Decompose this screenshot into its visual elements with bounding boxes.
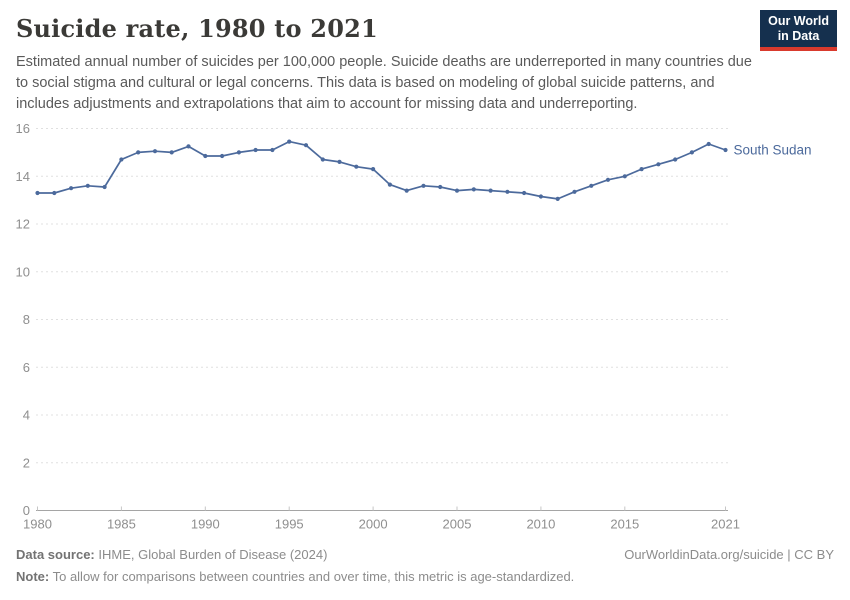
footer-source-text: IHME, Global Burden of Disease (2024) bbox=[94, 547, 328, 562]
x-tick-label: 1980 bbox=[23, 517, 52, 532]
data-point[interactable] bbox=[35, 190, 40, 196]
data-point[interactable] bbox=[354, 164, 359, 169]
x-tick-label: 2021 bbox=[711, 517, 740, 532]
data-point[interactable] bbox=[471, 187, 476, 192]
footer-credit: OurWorldinData.org/suicide | CC BY bbox=[624, 547, 834, 562]
data-point[interactable] bbox=[706, 141, 711, 147]
footer-note-row: Note: To allow for comparisons between c… bbox=[16, 568, 834, 586]
data-point[interactable] bbox=[522, 190, 527, 196]
data-point[interactable] bbox=[236, 150, 241, 155]
data-point[interactable] bbox=[371, 167, 376, 172]
data-point[interactable] bbox=[303, 143, 309, 148]
x-tick-label: 2005 bbox=[443, 517, 472, 532]
data-point[interactable] bbox=[69, 186, 74, 191]
x-tick-label: 2000 bbox=[359, 517, 388, 532]
x-tick-label: 1985 bbox=[107, 517, 136, 532]
data-point[interactable] bbox=[119, 157, 124, 162]
data-point[interactable] bbox=[85, 183, 90, 188]
x-tick-label: 1995 bbox=[275, 517, 304, 532]
owid-logo-line1: Our World bbox=[768, 14, 829, 28]
data-point[interactable] bbox=[505, 189, 510, 194]
data-point[interactable] bbox=[421, 183, 426, 188]
y-tick-label: 2 bbox=[23, 455, 30, 470]
x-tick-label: 1990 bbox=[191, 517, 220, 532]
y-tick-label: 4 bbox=[23, 408, 30, 423]
data-point[interactable] bbox=[270, 147, 275, 153]
data-point[interactable] bbox=[689, 150, 695, 155]
data-point[interactable] bbox=[488, 188, 493, 193]
y-tick-label: 14 bbox=[16, 169, 30, 184]
y-tick-label: 0 bbox=[23, 503, 30, 518]
footer-source-row: OurWorldinData.org/suicide | CC BY Data … bbox=[16, 546, 834, 564]
x-tick-label: 2015 bbox=[610, 517, 639, 532]
data-point[interactable] bbox=[639, 167, 644, 172]
data-point[interactable] bbox=[605, 177, 611, 182]
page-title: Suicide rate, 1980 to 2021 bbox=[16, 14, 378, 43]
data-point[interactable] bbox=[454, 188, 460, 193]
data-point[interactable] bbox=[152, 149, 158, 154]
data-point[interactable] bbox=[253, 147, 258, 153]
y-tick-label: 10 bbox=[16, 264, 30, 279]
footer-source-label: Data source: bbox=[16, 547, 95, 562]
y-tick-label: 6 bbox=[23, 360, 30, 375]
data-point[interactable] bbox=[438, 184, 443, 190]
chart-subtitle: Estimated annual number of suicides per … bbox=[16, 54, 752, 112]
data-point[interactable] bbox=[589, 183, 594, 188]
owid-logo-line2: in Data bbox=[777, 29, 820, 43]
data-point[interactable] bbox=[203, 153, 208, 159]
data-point[interactable] bbox=[337, 159, 342, 164]
data-point[interactable] bbox=[555, 196, 560, 201]
data-point[interactable] bbox=[404, 188, 409, 193]
line-chart-plot-area[interactable]: 0 2 4 6 8 10 12 14 16 1980 1985 1990 1995 2000 2005 201… bbox=[0, 110, 850, 540]
y-tick-label: 16 bbox=[16, 121, 30, 136]
data-point[interactable] bbox=[136, 150, 141, 155]
footer-note-text: To allow for comparisons between countri… bbox=[49, 569, 575, 584]
data-point[interactable] bbox=[622, 174, 627, 179]
data-point[interactable] bbox=[320, 157, 325, 162]
data-point[interactable] bbox=[723, 147, 728, 153]
data-point[interactable] bbox=[52, 190, 57, 196]
owid-logo: Our World in Data bbox=[760, 10, 837, 51]
trend-line bbox=[37, 140, 726, 200]
data-point[interactable] bbox=[572, 189, 577, 194]
data-point[interactable] bbox=[220, 153, 225, 159]
data-point[interactable] bbox=[102, 184, 107, 190]
data-point[interactable] bbox=[287, 139, 292, 144]
x-tick-label: 2010 bbox=[526, 517, 555, 532]
y-tick-label: 12 bbox=[16, 217, 30, 232]
data-point[interactable] bbox=[538, 194, 544, 199]
data-point[interactable] bbox=[673, 157, 678, 162]
series-end-label: South Sudan bbox=[734, 142, 812, 157]
data-point[interactable] bbox=[387, 182, 392, 187]
footer-note-label: Note: bbox=[16, 569, 50, 584]
data-point[interactable] bbox=[169, 150, 174, 155]
data-point[interactable] bbox=[186, 144, 191, 149]
data-point[interactable] bbox=[656, 162, 661, 167]
y-tick-label: 8 bbox=[23, 312, 30, 327]
